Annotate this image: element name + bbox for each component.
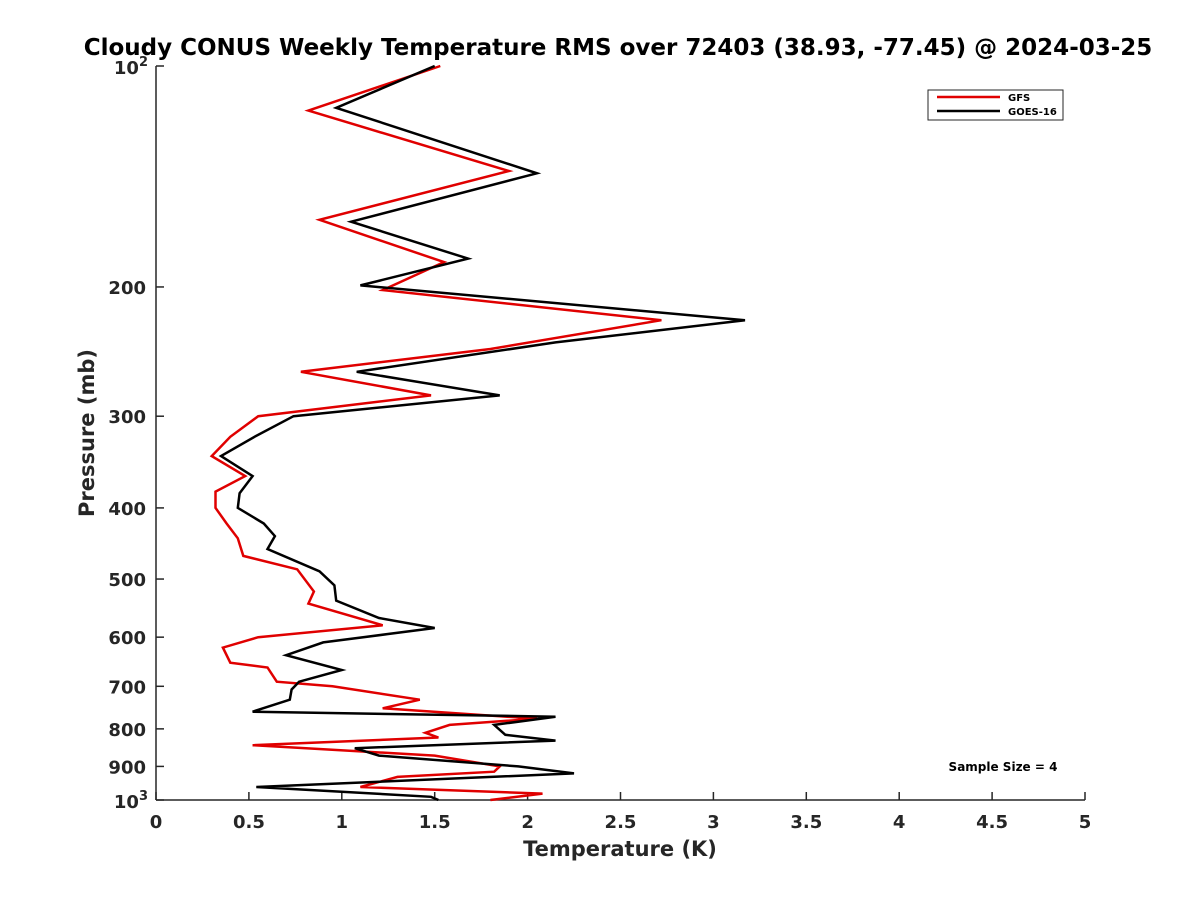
y-tick-label: 102 xyxy=(114,55,148,79)
legend-label: GFS xyxy=(1008,93,1030,104)
x-tick-label: 1 xyxy=(336,812,349,833)
x-tick-label: 4.5 xyxy=(976,812,1008,833)
axes xyxy=(155,66,1085,801)
x-tick-label: 4 xyxy=(893,812,906,833)
y-tick-label: 500 xyxy=(108,570,146,591)
x-tick-label: 0.5 xyxy=(233,812,265,833)
x-tick-label: 5 xyxy=(1079,812,1092,833)
y-tick-exponent: 2 xyxy=(139,55,148,70)
series-line-gfs xyxy=(209,64,662,802)
legend: GFS GOES-16 xyxy=(927,89,1064,121)
y-tick-label: 700 xyxy=(108,677,146,698)
x-tick-label: 2 xyxy=(521,812,534,833)
y-tick-label: 103 xyxy=(114,789,148,813)
sample-size-annotation: Sample Size = 4 xyxy=(949,760,1058,774)
legend-box xyxy=(927,89,1064,121)
y-tick-label: 900 xyxy=(108,757,146,778)
x-tick-label: 2.5 xyxy=(605,812,637,833)
y-tick-base: 10 xyxy=(114,792,139,813)
x-axis-label: Temperature (K) xyxy=(523,837,717,861)
chart-title: Cloudy CONUS Weekly Temperature RMS over… xyxy=(84,35,1153,61)
legend-label: GOES-16 xyxy=(1008,107,1057,118)
y-tick-label: 200 xyxy=(108,278,146,299)
y-axis-label: Pressure (mb) xyxy=(75,349,99,517)
x-tick-label: 1.5 xyxy=(419,812,451,833)
y-tick-exponent: 3 xyxy=(139,789,148,804)
x-tick-label: 0 xyxy=(150,812,163,833)
y-tick-label: 400 xyxy=(108,499,146,520)
x-ticks: 0 0.5 1 1.5 2 2.5 3 3.5 4 4.5 5 xyxy=(150,792,1092,833)
y-tick-label: 600 xyxy=(108,628,146,649)
y-tick-base: 10 xyxy=(114,58,139,79)
x-tick-label: 3 xyxy=(707,812,720,833)
y-tick-label: 300 xyxy=(108,407,146,428)
series-layer xyxy=(209,64,746,802)
series-line-goes-16 xyxy=(218,64,746,802)
y-tick-label: 800 xyxy=(108,720,146,741)
x-tick-label: 3.5 xyxy=(790,812,822,833)
